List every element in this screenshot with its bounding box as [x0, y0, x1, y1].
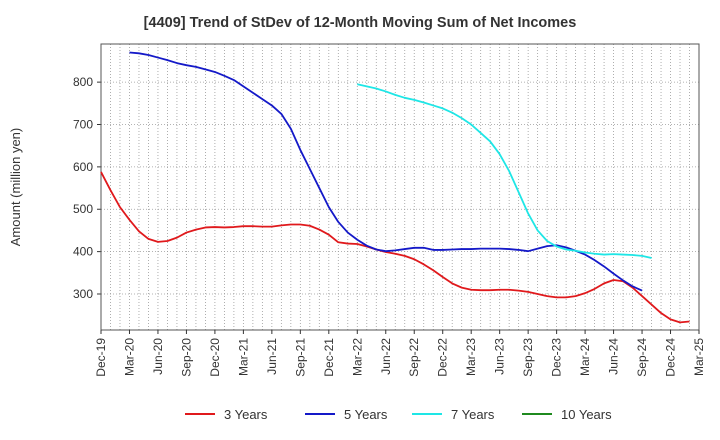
plot-frame — [100, 43, 700, 331]
tick-labels: 300 400 500 600 700 800 Dec-19 Mar-20 Jun-20 Sep-… — [8, 75, 706, 377]
legend-label: 7 Years — [451, 407, 495, 422]
x-tick-label: Mar-24 — [578, 338, 592, 376]
y-tick-label: 500 — [73, 202, 93, 216]
y-axis-label: Amount (million yen) — [8, 128, 23, 247]
y-tick-label: 800 — [73, 75, 93, 89]
y-tick-label: 700 — [73, 118, 93, 132]
x-tick-label: Dec-19 — [94, 338, 108, 377]
x-tick-label: Jun-24 — [607, 338, 621, 375]
x-tick-label: Jun-23 — [493, 338, 507, 375]
x-tick-label: Dec-21 — [322, 338, 336, 377]
x-tick-label: Jun-22 — [379, 338, 393, 375]
plot-background — [101, 44, 699, 330]
y-tick-label: 300 — [73, 287, 93, 301]
series-line-3-years — [100, 171, 690, 324]
x-tick-label: Sep-22 — [407, 338, 421, 377]
series-line-5-years — [129, 51, 643, 292]
x-tick-label: Mar-20 — [122, 338, 136, 376]
grid — [100, 44, 700, 330]
x-tick-label: Dec-22 — [436, 338, 450, 377]
series-line-7-years — [357, 83, 652, 259]
legend: 3 Years 5 Years 7 Years 10 Years — [185, 407, 612, 422]
axes — [97, 43, 700, 334]
x-tick-label: Mar-21 — [236, 338, 250, 376]
x-tick-label: Mar-22 — [350, 338, 364, 376]
legend-label: 3 Years — [224, 407, 268, 422]
x-tick-label: Dec-23 — [550, 338, 564, 377]
x-tick-label: Sep-23 — [521, 338, 535, 377]
x-tick-label: Dec-20 — [208, 338, 222, 377]
x-tick-label: Sep-21 — [293, 338, 307, 377]
x-tick-label: Dec-24 — [664, 338, 678, 377]
y-tick-label: 400 — [73, 245, 93, 259]
x-tick-label: Sep-24 — [635, 338, 649, 377]
x-tick-label: Jun-20 — [151, 338, 165, 375]
chart-title: [4409] Trend of StDev of 12-Month Moving… — [143, 15, 577, 31]
x-tick-label: Mar-23 — [464, 338, 478, 376]
y-tick-label: 600 — [73, 160, 93, 174]
legend-label: 10 Years — [561, 407, 612, 422]
x-tick-label: Mar-25 — [692, 338, 706, 376]
legend-label: 5 Years — [344, 407, 388, 422]
x-tick-label: Jun-21 — [265, 338, 279, 375]
series-lines — [100, 51, 690, 324]
x-tick-label: Sep-20 — [179, 338, 193, 377]
